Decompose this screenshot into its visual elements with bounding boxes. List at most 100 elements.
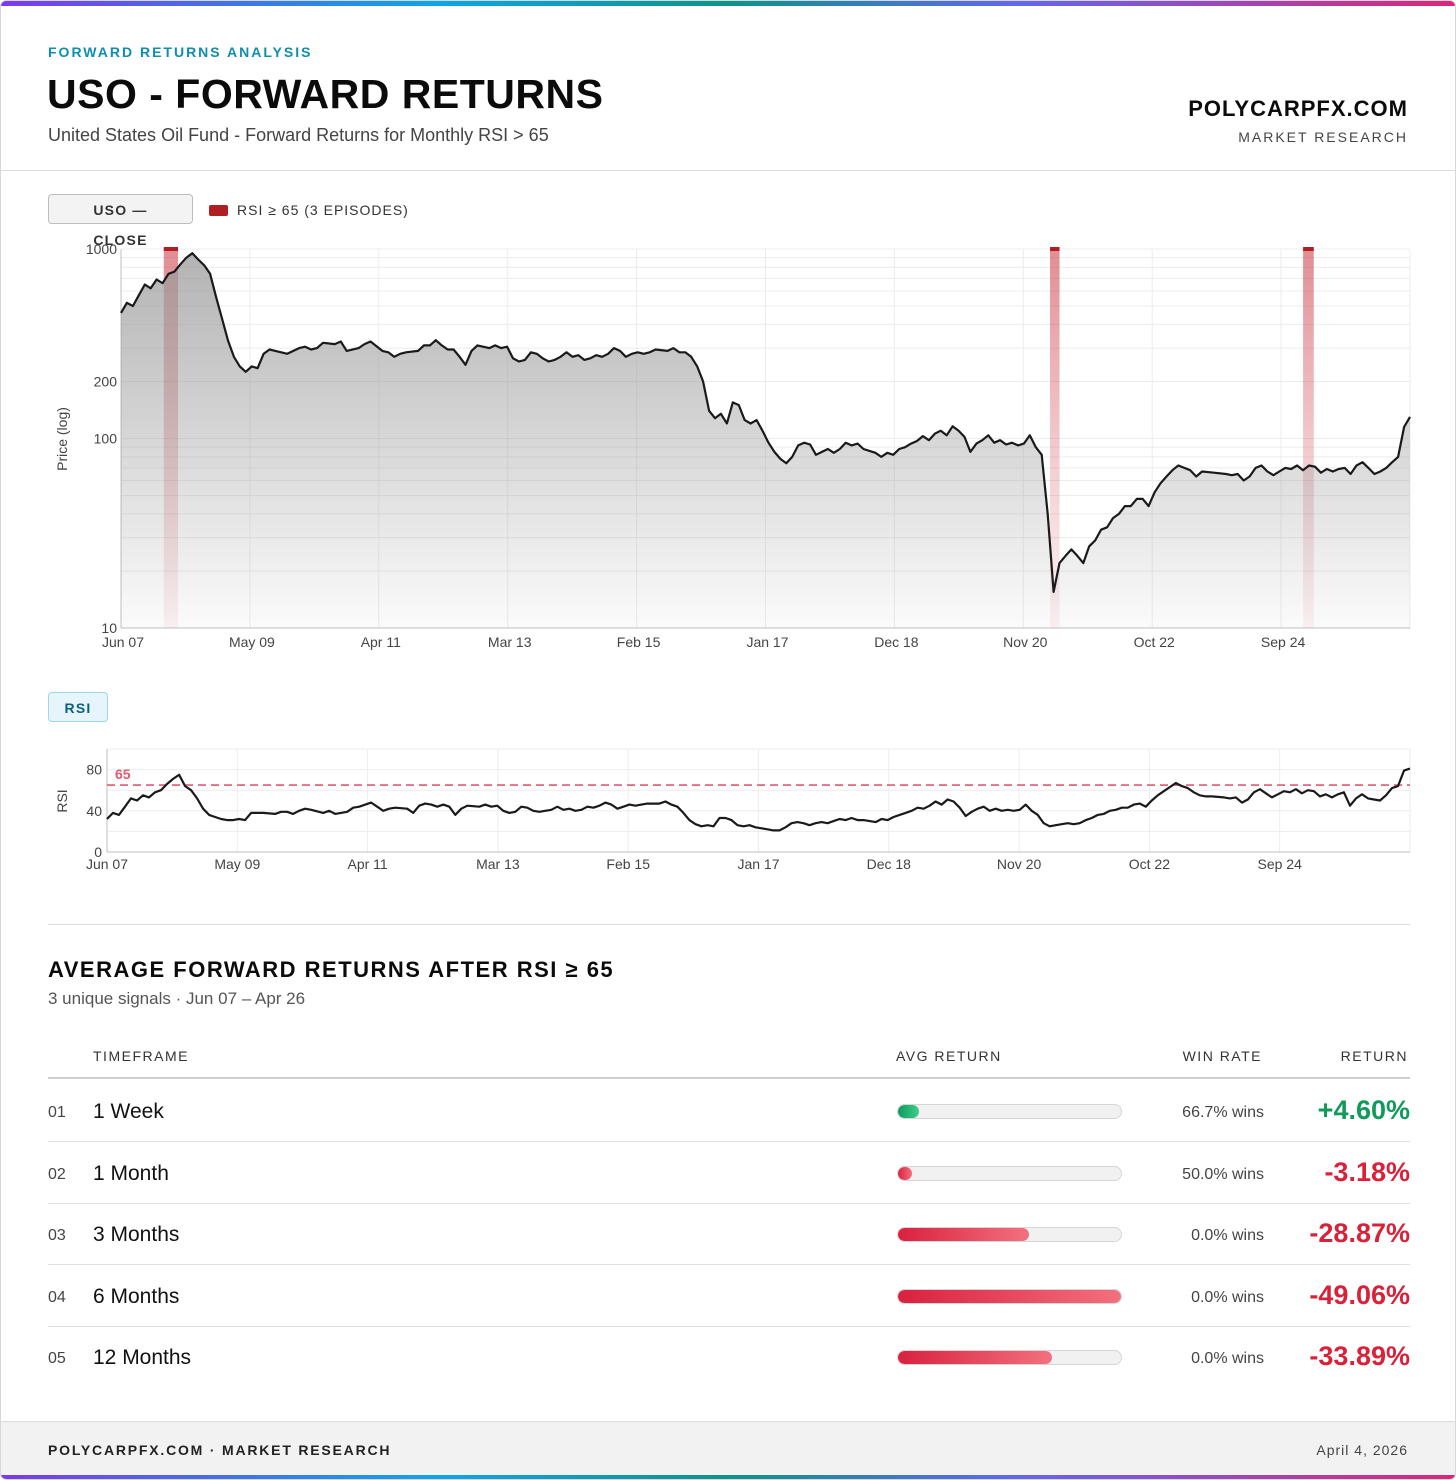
rsi-x-ticks: Jun 07 May 09 Apr 11 Mar 13 Feb 15 Jan 17 Dec … [86, 856, 1302, 872]
footer-brand: POLYCARPFX.COM · MARKET RESEARCH [48, 1442, 392, 1458]
price-y-tick-label: 200 [94, 373, 118, 389]
price-x-tick-label: Oct 22 [1134, 634, 1175, 650]
footer: POLYCARPFX.COM · MARKET RESEARCH April 4… [1, 1421, 1455, 1477]
avg-return-bar-fill [898, 1105, 919, 1118]
row-timeframe: 3 Months [93, 1223, 180, 1246]
rsi-highlight-cap [1050, 247, 1060, 251]
row-index: 02 [48, 1165, 66, 1183]
row-return: +4.60% [1317, 1095, 1410, 1125]
header-divider [1, 170, 1455, 171]
avg-return-bar-fill [898, 1351, 1053, 1364]
brand-tagline: MARKET RESEARCH [1238, 129, 1408, 145]
rsi-x-tick-label: Nov 20 [997, 856, 1042, 872]
row-timeframe: 1 Month [93, 1161, 169, 1185]
rsi-y-tick-label: 40 [86, 803, 102, 819]
row-index: 03 [48, 1227, 66, 1244]
avg-return-bar [897, 1288, 1122, 1304]
table-row[interactable]: 03 3 Months 0.0% wins -28.87% [48, 1203, 1410, 1265]
price-y-tick-label: 1000 [86, 241, 117, 257]
col-header-timeframe[interactable]: TIMEFRAME [93, 1048, 189, 1064]
price-x-tick-label: Mar 13 [488, 634, 532, 650]
table-row[interactable]: 04 6 Months 0.0% wins -49.06% [48, 1265, 1410, 1327]
row-timeframe: 1 Week [93, 1100, 164, 1123]
col-header-return[interactable]: RETURN [1340, 1048, 1408, 1064]
rsi-highlight-cap [1303, 247, 1314, 251]
rsi-x-tick-label: Jun 07 [86, 856, 128, 872]
rsi-highlight-band [1050, 249, 1060, 628]
row-timeframe: 12 Months [93, 1346, 192, 1369]
avg-return-bar [897, 1350, 1122, 1365]
price-y-axis-label: Price (log) [54, 407, 70, 471]
row-index: 04 [48, 1288, 66, 1306]
rsi-x-tick-label: Sep 24 [1258, 856, 1303, 872]
row-win-rate: 66.7% wins [1182, 1104, 1264, 1121]
price-x-ticks: Jun 07 May 09 Apr 11 Mar 13 Feb 15 Jan 17 Dec … [102, 634, 1306, 650]
rsi-y-tick-label: 80 [86, 762, 102, 778]
rsi-x-tick-label: Oct 22 [1129, 856, 1170, 872]
price-x-tick-label: Dec 18 [874, 634, 919, 650]
rsi-line [106, 767, 1411, 832]
row-win-rate: 0.0% wins [1191, 1350, 1264, 1367]
summary-subtitle: 3 unique signals · Jun 07 – Apr 26 [48, 989, 306, 1008]
table-row[interactable]: 01 1 Week 66.7% wins +4.60% [48, 1080, 1410, 1142]
price-x-tick-label: Apr 11 [361, 634, 401, 650]
rsi-episodes-legend: RSI ≥ 65 (3 EPISODES) [209, 202, 409, 218]
table-header-rule [48, 1077, 1410, 1079]
avg-return-bar-fill [898, 1166, 913, 1180]
price-x-tick-label: Jan 17 [746, 634, 788, 650]
rsi-highlight-band [1303, 249, 1314, 628]
price-x-tick-label: Feb 15 [617, 634, 661, 650]
rsi-x-tick-label: Apr 11 [347, 856, 387, 872]
price-x-tick-label: Jun 07 [102, 634, 144, 650]
col-header-avg-return[interactable]: AVG RETURN [896, 1048, 1002, 1064]
row-win-rate: 0.0% wins [1191, 1288, 1264, 1306]
rsi-x-tick-label: Feb 15 [606, 856, 650, 872]
rsi-chip[interactable]: RSI [48, 692, 108, 722]
rsi-y-tick-label: 0 [94, 844, 102, 860]
summary-title: AVERAGE FORWARD RETURNS AFTER RSI ≥ 65 [48, 957, 615, 982]
footer-date: April 4, 2026 [1316, 1442, 1408, 1458]
col-header-win-rate[interactable]: WIN RATE [1182, 1048, 1262, 1064]
row-win-rate: 0.0% wins [1191, 1227, 1264, 1244]
price-y-ticks: 1000 200 100 10 [86, 241, 117, 636]
legend-swatch [209, 204, 228, 216]
avg-return-bar-fill [898, 1228, 1030, 1241]
rsi-highlight-cap [163, 247, 179, 251]
avg-return-bar [897, 1165, 1122, 1181]
avg-return-bar [897, 1227, 1122, 1242]
row-return: -49.06% [1309, 1279, 1410, 1310]
price-y-tick-label: 10 [101, 620, 117, 636]
legend-label: RSI ≥ 65 (3 EPISODES) [237, 202, 409, 218]
rsi-x-tick-label: Dec 18 [867, 856, 912, 872]
bottom-gradient-bar [1, 1475, 1455, 1479]
row-return: -28.87% [1309, 1218, 1410, 1248]
row-win-rate: 50.0% wins [1182, 1165, 1264, 1183]
rsi-x-tick-label: Jan 17 [737, 856, 779, 872]
eyebrow-label: FORWARD RETURNS ANALYSIS [48, 44, 313, 60]
rsi-y-ticks: 80 40 0 [86, 762, 102, 860]
price-x-tick-label: Sep 24 [1261, 634, 1306, 650]
rsi-gridlines [106, 748, 1411, 853]
rsi-y-axis-label: RSI [54, 789, 70, 812]
price-y-tick-label: 100 [94, 431, 118, 447]
price-chart: 1000 200 100 10 Jun 07 May 09 Apr 11 Mar 13 Feb… [54, 241, 1411, 650]
page-subtitle: United States Oil Fund - Forward Returns… [48, 125, 549, 145]
table-row[interactable]: 05 12 Months 0.0% wins -33.89% [48, 1326, 1410, 1388]
table-row[interactable]: 02 1 Month 50.0% wins -3.18% [48, 1142, 1410, 1204]
rsi-threshold-label: 65 [115, 766, 131, 782]
page-title: USO - FORWARD RETURNS [47, 71, 604, 117]
rsi-x-tick-label: May 09 [214, 856, 260, 872]
avg-return-bar-fill [898, 1289, 1121, 1303]
avg-return-bar [897, 1104, 1122, 1119]
price-line [120, 252, 1411, 593]
price-x-tick-label: May 09 [229, 634, 275, 650]
section-divider [48, 924, 1410, 925]
price-series-chip[interactable]: USO — CLOSE [48, 194, 193, 248]
row-index: 05 [48, 1350, 66, 1367]
rsi-x-tick-label: Mar 13 [476, 856, 520, 872]
row-index: 01 [48, 1104, 66, 1121]
brand-name: POLYCARPFX.COM [1188, 96, 1408, 121]
price-x-tick-label: Nov 20 [1003, 634, 1048, 650]
